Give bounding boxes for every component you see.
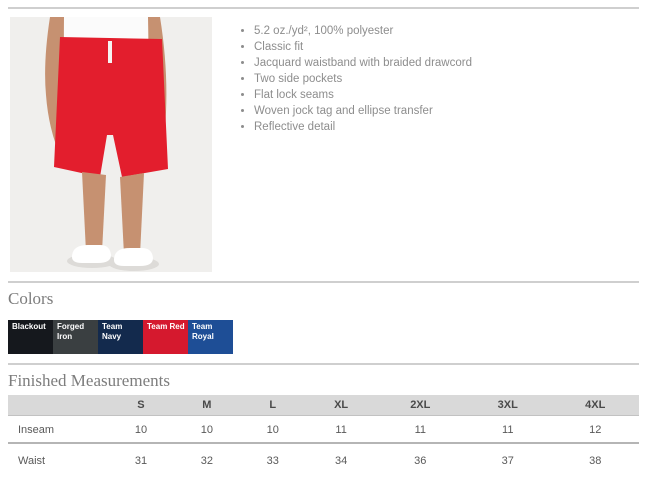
color-swatch-label: Forged Iron <box>57 322 85 341</box>
color-swatch-team-royal[interactable]: Team Royal <box>188 320 233 354</box>
color-swatch-team-navy[interactable]: Team Navy <box>98 320 143 354</box>
color-swatch-label: Blackout <box>12 322 46 331</box>
measurement-row-waist: Waist 31 32 33 34 36 37 38 <box>8 442 639 481</box>
feature-item: Woven jock tag and ellipse transfer <box>254 103 472 119</box>
measurement-value: 11 <box>335 424 347 436</box>
color-swatch-label: Team Red <box>147 322 185 331</box>
product-photo <box>10 17 212 272</box>
colors-heading: Colors <box>8 289 54 308</box>
color-swatch-list: Blackout Forged Iron Team Navy Team Red … <box>8 320 639 354</box>
measurement-value: 10 <box>266 424 279 436</box>
feature-item: 5.2 oz./yd², 100% polyester <box>254 23 472 39</box>
measurement-row-label: Waist <box>8 442 108 481</box>
measurement-value: 37 <box>464 442 552 481</box>
product-detail-page: 5.2 oz./yd², 100% polyester Classic fit … <box>0 7 647 481</box>
measurements-section-divider <box>8 363 639 365</box>
product-overview: 5.2 oz./yd², 100% polyester Classic fit … <box>8 17 639 272</box>
measurement-value: 38 <box>551 442 639 481</box>
measurement-value: 31 <box>108 442 174 481</box>
feature-item: Classic fit <box>254 39 472 55</box>
color-swatch-team-red[interactable]: Team Red <box>143 320 188 354</box>
feature-item: Reflective detail <box>254 119 472 135</box>
color-swatch-label: Team Royal <box>192 322 214 341</box>
measurement-value: 10 <box>134 424 148 436</box>
measurement-value: 12 <box>589 424 602 436</box>
measurement-value: 36 <box>376 442 465 481</box>
measurement-value: 10 <box>200 424 213 436</box>
measurement-value: 34 <box>305 442 377 481</box>
top-divider <box>8 7 639 9</box>
measurements-header-blank <box>8 395 108 416</box>
size-column-header: L <box>239 395 306 416</box>
size-column-header: XL <box>305 395 377 416</box>
feature-item: Flat lock seams <box>254 87 472 103</box>
measurement-value: 11 <box>502 424 514 436</box>
color-swatch-label: Team Navy <box>102 322 123 341</box>
measurements-header-row: S M L XL 2XL 3XL 4XL <box>8 395 639 416</box>
color-swatch-forged-iron[interactable]: Forged Iron <box>53 320 98 354</box>
measurement-value: 11 <box>414 424 426 436</box>
feature-item: Jacquard waistband with braided drawcord <box>254 55 472 71</box>
measurement-row-inseam: Inseam 10 10 10 11 11 11 12 <box>8 416 639 444</box>
measurement-row-label: Inseam <box>18 424 55 436</box>
feature-list: 5.2 oz./yd², 100% polyester Classic fit … <box>212 23 472 272</box>
feature-item: Two side pockets <box>254 71 472 87</box>
measurement-value: 33 <box>239 442 306 481</box>
size-column-header: M <box>173 395 240 416</box>
size-column-header: 4XL <box>551 395 639 416</box>
measurements-table: S M L XL 2XL 3XL 4XL Inseam 10 10 10 11 … <box>8 395 639 481</box>
colors-section-divider <box>8 281 639 283</box>
model-wearing-shorts-illustration <box>10 17 212 272</box>
measurement-value: 32 <box>173 442 240 481</box>
size-column-header: S <box>108 395 174 416</box>
size-column-header: 2XL <box>376 395 465 416</box>
size-column-header: 3XL <box>464 395 552 416</box>
measurements-heading: Finished Measurements <box>8 371 170 390</box>
color-swatch-blackout[interactable]: Blackout <box>8 320 53 354</box>
